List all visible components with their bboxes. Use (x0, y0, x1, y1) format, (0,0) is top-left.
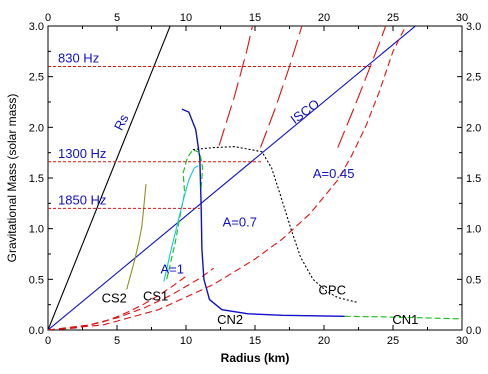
y-tick-label-left: 3.0 (29, 21, 44, 33)
series-line-cn2 (181, 108, 345, 317)
series-line-a07 (48, 267, 214, 330)
annotation-a07: A=0.7 (223, 215, 257, 230)
series-line-cs1-cyan (163, 165, 199, 282)
series-line-cpc (192, 146, 359, 304)
series-line-a045 (48, 26, 407, 330)
x-tick-label-bottom: 5 (114, 335, 120, 347)
x-tick-label-top: 30 (456, 12, 468, 24)
frequency-label: 1300 Hz (58, 146, 106, 161)
y-tick-label-right: 0.0 (466, 325, 481, 337)
x-tick-label-top: 10 (180, 12, 192, 24)
series-line-red-long-3 (337, 26, 387, 148)
annotation-cpc: CPC (319, 283, 346, 298)
y-tick-label-right: 2.5 (466, 72, 481, 84)
series-line-rs (48, 26, 171, 330)
y-tick-label-right: 3.0 (466, 21, 481, 33)
frequency-label: 1850 Hz (58, 192, 106, 207)
series-line-cs2 (126, 184, 147, 290)
frequency-label: 830 Hz (58, 51, 99, 66)
x-tick-label-top: 20 (318, 12, 330, 24)
y-tick-label-left: 2.5 (29, 72, 44, 84)
series-line-cs1-green (166, 148, 204, 280)
y-tick-label-left: 2.0 (29, 122, 44, 134)
series-group (48, 26, 462, 330)
series-line-red-long-1 (218, 26, 254, 146)
annotation-group: Rs ISCO A=0.45 A=0.7 A=1 CS2 CS1 CN2 CN1 CPC (102, 96, 419, 327)
plot-frame (47, 25, 463, 331)
x-tick-label-top: 0 (45, 12, 51, 24)
x-tick-label-top: 5 (114, 12, 120, 24)
y-tick-label-left: 1.5 (29, 173, 44, 185)
annotation-a045: A=0.45 (313, 166, 355, 181)
annotation-cn2: CN2 (217, 312, 243, 327)
annotation-cs2: CS2 (102, 291, 127, 306)
annotation-a1: A=1 (160, 261, 184, 276)
x-tick-label-top: 15 (249, 12, 261, 24)
y-axis-title: Gravitational Mass (solar mass) (5, 94, 19, 263)
x-tick-label-bottom: 30 (456, 335, 468, 347)
x-tick-label-bottom: 25 (387, 335, 399, 347)
y-tick-label-right: 1.5 (466, 173, 481, 185)
series-line-isco (48, 26, 417, 330)
series-line-red-long-2 (259, 26, 303, 148)
y-tick-label-right: 0.5 (466, 274, 481, 286)
x-tick-label-top: 25 (387, 12, 399, 24)
y-tick-label-left: 0.0 (29, 325, 44, 337)
x-axis-title: Radius (km) (221, 351, 290, 365)
y-tick-label-left: 1.0 (29, 224, 44, 236)
annotation-rs: Rs (111, 111, 132, 132)
series-line-cn1 (344, 315, 462, 320)
y-tick-label-right: 2.0 (466, 122, 481, 134)
annotation-isco: ISCO (288, 96, 323, 127)
x-tick-label-bottom: 10 (180, 335, 192, 347)
x-tick-label-bottom: 20 (318, 335, 330, 347)
annotation-cn1: CN1 (392, 312, 418, 327)
x-tick-label-bottom: 0 (45, 335, 51, 347)
annotation-cs1: CS1 (143, 289, 168, 304)
x-tick-label-bottom: 15 (249, 335, 261, 347)
frequency-group: 830 Hz 1300 Hz 1850 Hz (48, 51, 373, 209)
y-tick-label-left: 0.5 (29, 274, 44, 286)
y-tick-label-right: 1.0 (466, 224, 481, 236)
